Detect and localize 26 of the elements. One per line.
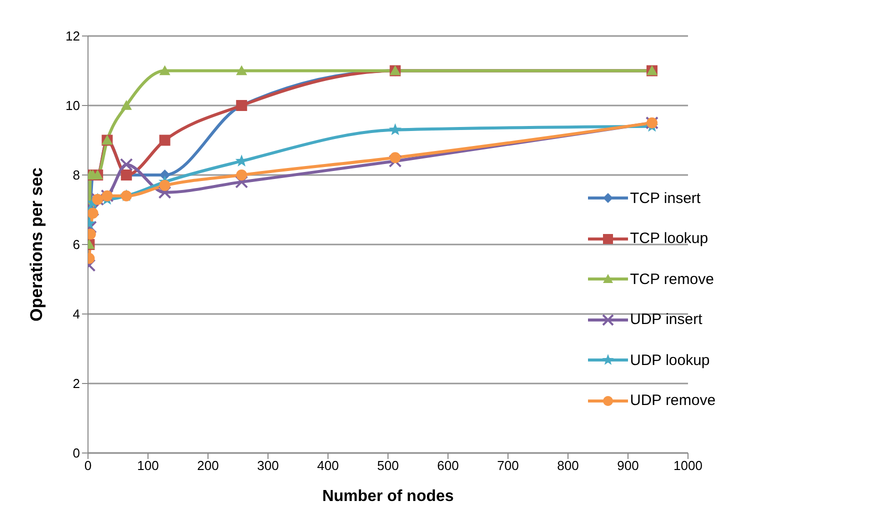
legend-label: UDP lookup — [630, 352, 710, 369]
y-tick-label: 6 — [72, 237, 80, 252]
y-tick-label: 12 — [66, 28, 80, 44]
x-tick-label: 0 — [84, 458, 92, 474]
x-tick-label: 900 — [617, 458, 639, 474]
x-tick-label: 200 — [197, 458, 219, 474]
x-axis-title: Number of nodes — [322, 488, 454, 505]
y-tick-label: 2 — [72, 376, 80, 392]
y-tick-label: 10 — [66, 98, 80, 114]
x-tick-label: 1000 — [674, 458, 702, 474]
y-tick-label: 8 — [72, 168, 80, 183]
legend-label: TCP remove — [630, 270, 714, 288]
x-tick-label: 500 — [377, 458, 399, 474]
y-axis-title: Operations per sec — [27, 167, 46, 322]
legend-label: UDP insert — [630, 311, 702, 328]
x-tick-label: 100 — [137, 458, 159, 474]
x-tick-label: 400 — [317, 458, 339, 474]
x-tick-label: 700 — [497, 458, 519, 474]
y-tick-label: 0 — [72, 446, 80, 461]
legend-label: UDP remove — [630, 392, 716, 410]
x-tick-label: 300 — [257, 458, 279, 474]
x-tick-label: 600 — [437, 458, 459, 474]
legend-label: TCP lookup — [630, 230, 708, 248]
legend-label: TCP insert — [630, 190, 701, 207]
x-tick-label: 800 — [557, 458, 579, 474]
y-tick-label: 4 — [72, 306, 80, 322]
